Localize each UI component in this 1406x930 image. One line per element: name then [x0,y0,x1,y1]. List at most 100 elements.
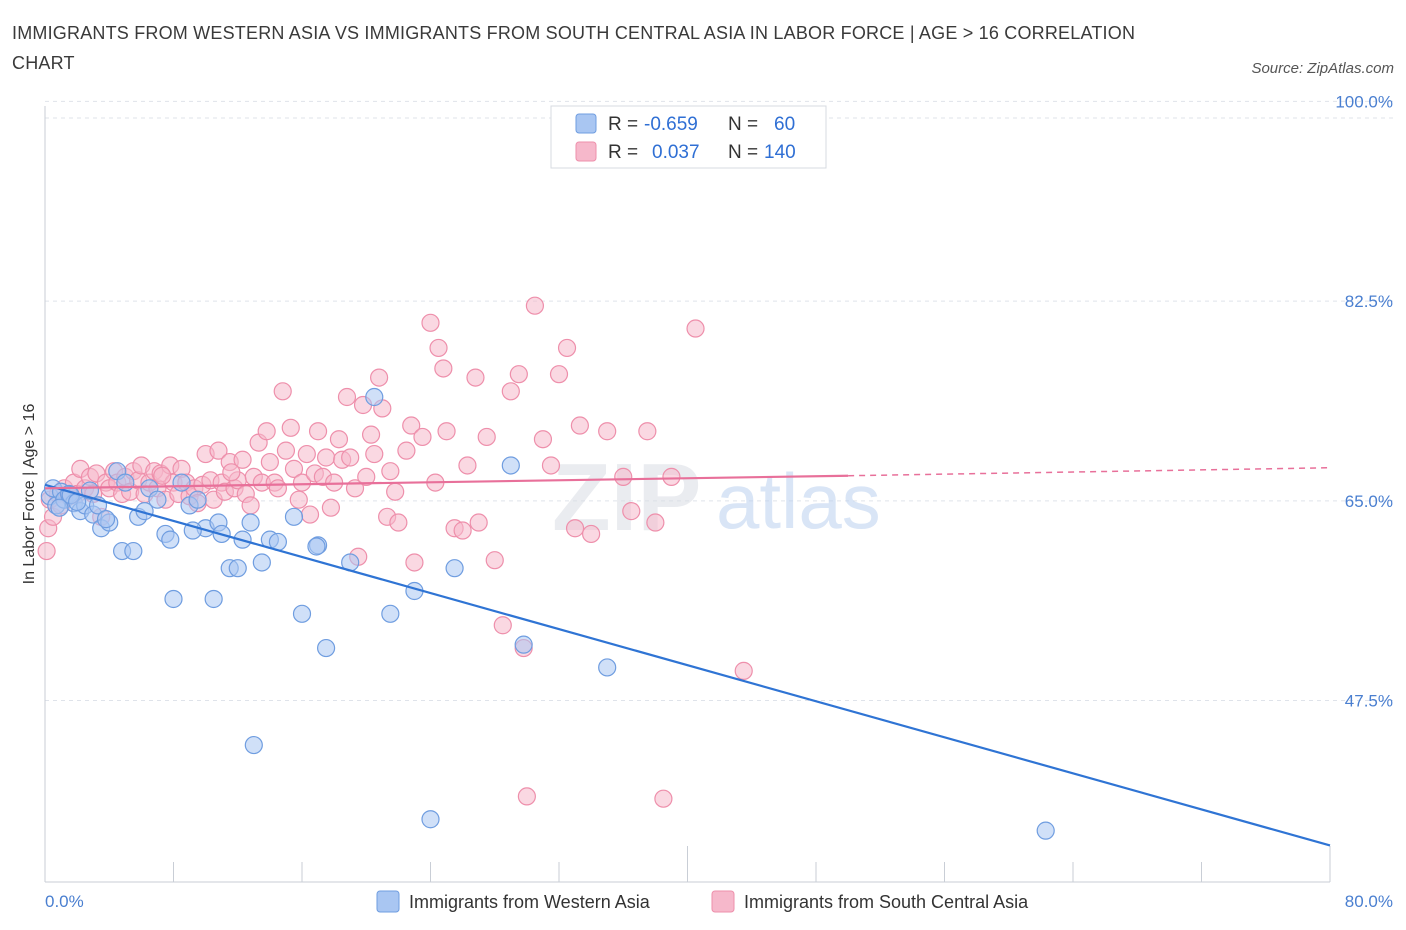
data-point-south-central-asia [370,368,389,387]
legend-n-label-1: N = [728,114,758,135]
data-point-south-central-asia [268,479,288,498]
data-point-south-central-asia [341,448,360,467]
chart-title: IMMIGRANTS FROM WESTERN ASIA VS IMMIGRAN… [12,23,1136,73]
data-point-south-central-asia [646,513,665,532]
y-tick-label: 100.0% [1335,92,1393,111]
data-point-south-central-asia [477,427,496,447]
data-point-south-central-asia [289,490,308,509]
data-point-south-central-asia [654,789,673,808]
data-point-south-central-asia [485,551,504,570]
x-ticks [44,846,1331,882]
data-point-south-central-asia [493,616,512,635]
data-point-western-asia [244,735,263,755]
data-point-south-central-asia [260,452,279,472]
trend-line-western-asia [44,483,1331,847]
data-point-south-central-asia [434,359,453,378]
data-point-south-central-asia [686,319,705,338]
data-point-south-central-asia [638,422,657,441]
data-point-south-central-asia [37,541,56,561]
data-point-south-central-asia [257,422,276,441]
data-point-south-central-asia [405,553,424,572]
data-point-western-asia [188,490,207,509]
data-point-south-central-asia [284,459,304,478]
data-point-western-asia [228,559,247,578]
data-point-western-asia [292,604,312,623]
data-point-south-central-asia [316,448,336,467]
trend-line-south-central-asia-extension [848,467,1331,477]
data-point-western-asia [381,604,400,623]
data-point-south-central-asia [321,498,341,517]
legend-n-value-1: 60 [774,114,795,135]
data-point-south-central-asia [501,382,520,401]
legend-r-label-2: R = [608,142,638,163]
data-point-south-central-asia [233,450,252,469]
data-point-south-central-asia [153,466,172,485]
data-point-western-asia [316,638,336,658]
y-tick-label: 82.5% [1345,292,1393,311]
y-tick-label: 65.0% [1345,492,1393,511]
data-point-western-asia [445,559,464,578]
data-point-south-central-asia [734,661,753,680]
data-point-western-asia [421,810,440,829]
bottom-legend-label-1: Immigrants from Western Asia [409,892,651,912]
data-point-south-central-asia [222,463,241,482]
x-tick-label-min: 0.0% [45,892,84,911]
series-western-asia [40,387,1055,840]
data-point-western-asia [365,387,384,407]
data-point-south-central-asia [386,482,405,501]
x-tick-label-max: 80.0% [1345,892,1393,911]
data-point-south-central-asia [421,313,440,332]
data-point-western-asia [164,589,183,609]
data-point-western-asia [514,635,533,654]
series-south-central-asia [37,296,753,808]
trend-line-south-central-asia [44,474,849,490]
data-point-south-central-asia [429,338,448,358]
data-point-western-asia [80,481,100,500]
data-point-south-central-asia [466,368,485,387]
data-point-south-central-asia [413,427,432,447]
data-point-south-central-asia [273,382,292,401]
data-point-south-central-asia [337,387,357,407]
data-point-south-central-asia [598,422,617,441]
data-point-western-asia [598,658,617,677]
data-point-south-central-asia [357,467,376,486]
legend-n-label-2: N = [728,142,758,163]
data-point-south-central-asia [541,456,561,475]
data-point-south-central-asia [557,338,577,358]
legend-r-value-1: -0.659 [644,114,698,135]
data-point-south-central-asia [281,418,300,437]
data-point-western-asia [148,490,167,509]
data-point-western-asia [241,513,260,532]
data-point-south-central-asia [276,441,296,460]
y-axis-title: In Labor Force | Age > 16 [21,404,38,585]
y-tick-labels: 47.5% 65.0% 82.5% 100.0% [1335,92,1393,710]
data-point-south-central-asia [549,365,569,384]
data-point-south-central-asia [365,444,384,464]
data-point-south-central-asia [525,296,545,315]
watermark-atlas: atlas [716,457,881,545]
data-point-western-asia [307,537,326,556]
legend-n-value-2: 140 [764,142,796,163]
legend-r-value-2: 0.037 [652,142,700,163]
x-tick-labels: 0.0% 80.0% [45,892,1393,911]
data-point-south-central-asia [614,467,633,486]
data-point-south-central-asia [453,521,472,540]
data-point-south-central-asia [297,444,316,464]
data-point-western-asia [204,589,223,609]
data-point-south-central-asia [437,422,456,441]
trend-lines [44,467,1331,847]
data-point-western-asia [96,510,116,529]
data-point-western-asia [501,456,520,475]
data-point-western-asia [1036,821,1055,840]
data-point-western-asia [124,541,143,561]
data-point-south-central-asia [517,787,536,806]
bottom-legend-swatch-blue [376,890,400,913]
data-point-western-asia [284,507,304,526]
data-point-south-central-asia [570,416,589,435]
data-point-south-central-asia [509,365,528,384]
data-point-south-central-asia [361,425,381,444]
legend-swatch-blue [575,113,597,134]
legend-swatch-pink [575,141,597,162]
y-tick-label: 47.5% [1345,692,1393,711]
